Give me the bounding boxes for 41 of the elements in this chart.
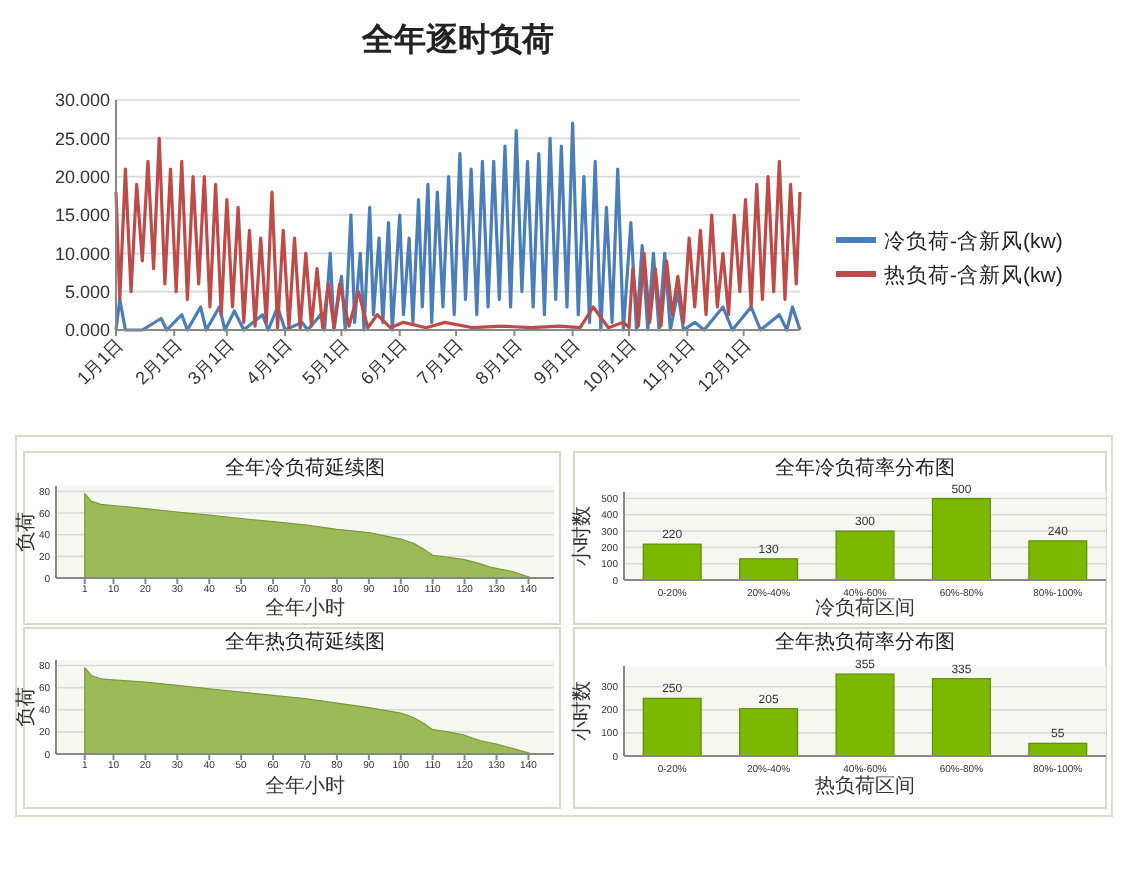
y-tick-label: 20.000 (54, 166, 110, 187)
x-tick-label: 3月1日 (183, 334, 238, 389)
x-tick-label: 6月1日 (356, 334, 411, 389)
y-axis-title: 小时数 (570, 506, 594, 566)
legend-label: 冷负荷-含新风(kw) (884, 228, 1063, 254)
x-tick-label: 10月1日 (578, 334, 640, 396)
x-tick-label: 11月1日 (638, 334, 699, 395)
bar (642, 697, 702, 757)
x-tick-label: 4月1日 (242, 334, 296, 389)
legend-label: 热负荷-含新风(kw) (884, 262, 1063, 288)
chart-title: 全年冷负荷率分布图 (775, 456, 955, 480)
bar (835, 673, 895, 757)
x-axis-title: 热负荷区间 (815, 774, 915, 798)
x-tick-label: 7月1日 (413, 334, 467, 389)
x-tick-label: 9月1日 (529, 334, 584, 389)
y-axis-title: 负荷 (14, 687, 38, 727)
bar (739, 558, 799, 581)
y-axis-title: 小时数 (570, 681, 594, 741)
x-axis-title: 全年小时 (265, 596, 345, 620)
y-tick-label: 30.000 (54, 90, 110, 111)
chart-title: 全年热负荷延续图 (225, 630, 385, 654)
chart-title: 全年热负荷率分布图 (775, 630, 955, 654)
y-tick-label: 5.000 (64, 281, 110, 302)
y-tick-label: 15.000 (54, 205, 110, 226)
x-axis-title: 冷负荷区间 (815, 596, 915, 620)
bar (931, 497, 991, 581)
x-tick-label: 2月1日 (131, 334, 186, 389)
bar (642, 543, 702, 581)
bar (835, 530, 895, 581)
chart-title: 全年逐时负荷 (360, 22, 554, 58)
chart-title: 全年冷负荷延续图 (225, 456, 385, 480)
x-axis-title: 全年小时 (265, 774, 345, 798)
bar (739, 708, 799, 757)
y-tick-label: 25.000 (54, 128, 110, 149)
y-axis-title: 负荷 (14, 512, 38, 552)
bar (931, 678, 991, 757)
x-tick-label: 12月1日 (693, 334, 755, 396)
x-tick-label: 8月1日 (471, 334, 526, 389)
bar (1028, 540, 1088, 581)
y-tick-label: 10.000 (54, 243, 110, 264)
x-tick-label: 5月1日 (298, 334, 353, 389)
